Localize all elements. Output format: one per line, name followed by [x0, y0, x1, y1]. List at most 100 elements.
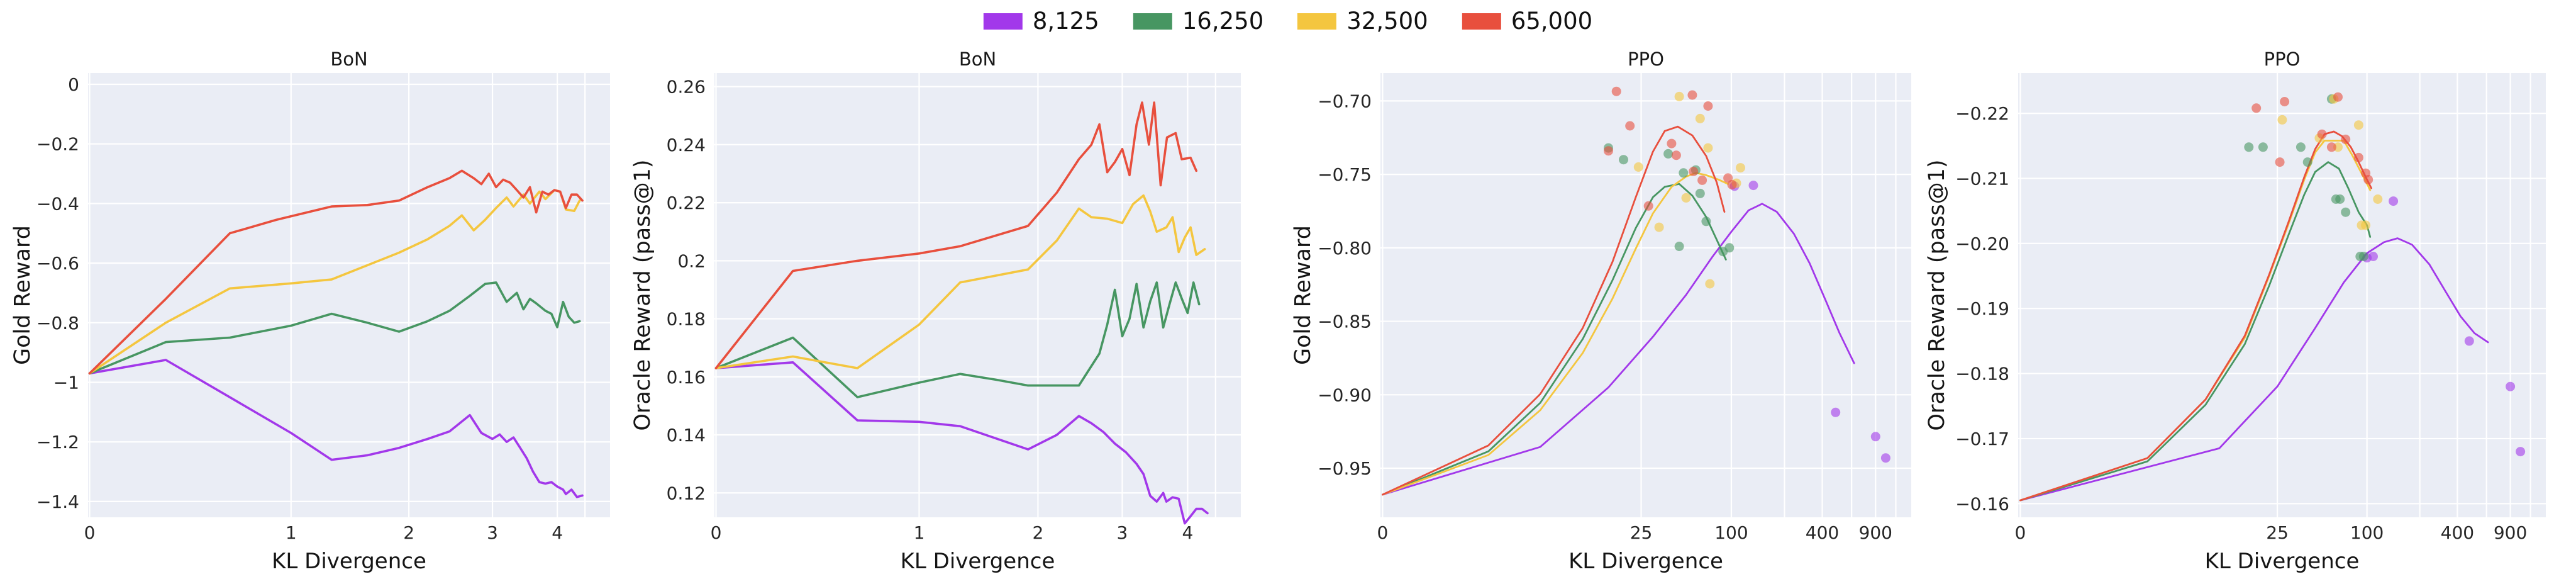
- series-line-16,250: [88, 281, 581, 375]
- scatter-point-65,000: [1643, 201, 1653, 211]
- x-tick-label: 4: [552, 522, 563, 543]
- scatter-point-16,250: [1695, 188, 1705, 198]
- scatter-point-65,000: [2363, 175, 2373, 184]
- scatter-point-32,500: [1705, 279, 1715, 289]
- series-line-65,000: [714, 101, 1197, 369]
- legend-item: 8,125: [983, 8, 1099, 35]
- scatter-point-8,125: [2389, 196, 2399, 206]
- scatter-point-16,250: [2296, 142, 2306, 152]
- y-tick-label: −0.6: [36, 253, 79, 274]
- x-tick-label: 3: [487, 522, 498, 543]
- x-axis-label: KL Divergence: [1568, 549, 1723, 574]
- chart-canvas-bon-oracle: 0.26 0.24 0.22 0.2 0.18 0.16 0.14 0.120 1 2 3 4: [667, 73, 1241, 543]
- scatter-point-8,125: [2464, 336, 2474, 346]
- scatter-point-65,000: [2275, 157, 2285, 167]
- y-tick-label: −0.20: [1955, 233, 2009, 254]
- x-tick-label: 1: [914, 522, 925, 543]
- legend-item: 16,250: [1133, 8, 1263, 35]
- scatter-point-16,250: [1679, 168, 1689, 178]
- scatter-point-32,500: [1695, 113, 1705, 123]
- plot-title: BoN: [330, 48, 368, 70]
- x-tick-label: 400: [1806, 522, 1839, 543]
- plot-title: BoN: [958, 48, 997, 70]
- legend-item: 32,500: [1297, 8, 1428, 35]
- scatter-point-32,500: [1681, 193, 1691, 203]
- legend-label: 65,000: [1511, 8, 1593, 35]
- x-axis-label: KL Divergence: [272, 549, 426, 574]
- x-tick-label: 0: [84, 522, 96, 543]
- plot-ppo-oracle-reward: −0.22 −0.21 −0.20 −0.19 −0.18 −0.17 −0.16 0 25 10…: [1924, 0, 2576, 584]
- legend-label: 16,250: [1182, 8, 1264, 35]
- scatter-point-16,250: [2358, 252, 2368, 261]
- plot-background: [1380, 73, 1911, 517]
- series-line-65,000: [1382, 125, 1726, 496]
- series-line-16,250: [2019, 161, 2372, 502]
- scatter-point-8,125: [1880, 453, 1890, 463]
- plot-title: PPO: [2263, 48, 2301, 70]
- x-tick-label: 400: [2441, 522, 2474, 543]
- y-tick-label: 0.22: [667, 193, 706, 213]
- scatter-point-65,000: [2251, 103, 2262, 113]
- scatter-point-32,500: [1633, 162, 1643, 172]
- x-tick-label: 25: [2266, 522, 2289, 543]
- y-tick-label: −1.2: [36, 432, 79, 452]
- y-tick-label: 0.12: [667, 483, 706, 503]
- y-tick-label: −1.4: [36, 491, 79, 512]
- series-line-8,125: [1382, 203, 1855, 496]
- y-tick-label: −0.2: [36, 134, 79, 155]
- scatter-point-65,000: [2353, 152, 2363, 162]
- plot-bon-oracle-reward: 0.26 0.24 0.22 0.2 0.18 0.16 0.14 0.12 0 1 2 3 4 BoN…: [630, 0, 1288, 584]
- y-tick-label: −0.90: [1318, 385, 1372, 405]
- scatter-point-16,250: [1701, 216, 1711, 227]
- x-tick-label: 100: [2350, 522, 2384, 543]
- y-tick-label: 0.18: [667, 309, 706, 330]
- plot-ppo-gold-reward: −0.70 −0.75 −0.80 −0.85 −0.90 −0.95 0 25 100 400 9…: [1288, 0, 1932, 584]
- series-line-65,000: [88, 169, 584, 375]
- y-tick-label: −0.70: [1318, 91, 1372, 111]
- legend-label: 32,500: [1346, 8, 1428, 35]
- series-line-8,125: [2019, 237, 2489, 502]
- scatter-point-16,250: [1674, 242, 1684, 251]
- x-tick-label: 2: [403, 522, 414, 543]
- scatter-point-65,000: [1625, 121, 1635, 131]
- x-tick-label: 0: [2014, 522, 2026, 543]
- x-tick-label: 0: [711, 522, 722, 543]
- scatter-point-65,000: [1703, 101, 1713, 111]
- scatter-point-32,500: [2353, 120, 2363, 130]
- scatter-point-16,250: [1663, 149, 1674, 159]
- scatter-point-65,000: [1687, 90, 1697, 100]
- series-line-8,125: [88, 359, 584, 498]
- y-tick-label: −0.22: [1955, 103, 2009, 124]
- legend-swatch-icon: [1297, 13, 1337, 30]
- scatter-point-65,000: [1611, 86, 1621, 96]
- scatter-point-16,250: [2244, 142, 2254, 152]
- scatter-point-65,000: [2280, 97, 2290, 106]
- plot-title: PPO: [1628, 48, 1664, 70]
- chart-canvas-ppo-gold: −0.70 −0.75 −0.80 −0.85 −0.90 −0.95 0 25 100 400 9…: [1318, 73, 1914, 543]
- scatter-point-65,000: [2341, 134, 2351, 144]
- scatter-point-32,500: [2361, 220, 2371, 230]
- y-tick-label: −0.17: [1955, 429, 2009, 449]
- scatter-point-16,250: [2258, 142, 2268, 152]
- scatter-point-32,500: [1736, 163, 1745, 173]
- y-tick-label: −0.75: [1318, 164, 1372, 185]
- x-tick-label: 1: [286, 522, 297, 543]
- scatter-point-32,500: [1674, 91, 1684, 101]
- legend-swatch-icon: [983, 13, 1023, 30]
- x-tick-label: 2: [1033, 522, 1044, 543]
- scatter-point-65,000: [1689, 166, 1699, 176]
- y-tick-label: 0.14: [667, 425, 706, 446]
- plot-background: [88, 73, 610, 517]
- y-tick-label: −0.4: [36, 193, 79, 214]
- x-axis-label: KL Divergence: [2204, 549, 2360, 574]
- plot-background: [714, 73, 1241, 517]
- y-tick-label: −0.95: [1318, 458, 1372, 479]
- scatter-point-65,000: [1727, 179, 1737, 189]
- legend-swatch-icon: [1133, 13, 1172, 30]
- y-axis-label: Oracle Reward (pass@1): [1924, 159, 1950, 431]
- scatter-point-65,000: [2333, 92, 2343, 102]
- y-tick-label: −0.21: [1955, 168, 2009, 189]
- legend-label: 8,125: [1032, 8, 1099, 35]
- scatter-point-32,500: [2277, 115, 2287, 125]
